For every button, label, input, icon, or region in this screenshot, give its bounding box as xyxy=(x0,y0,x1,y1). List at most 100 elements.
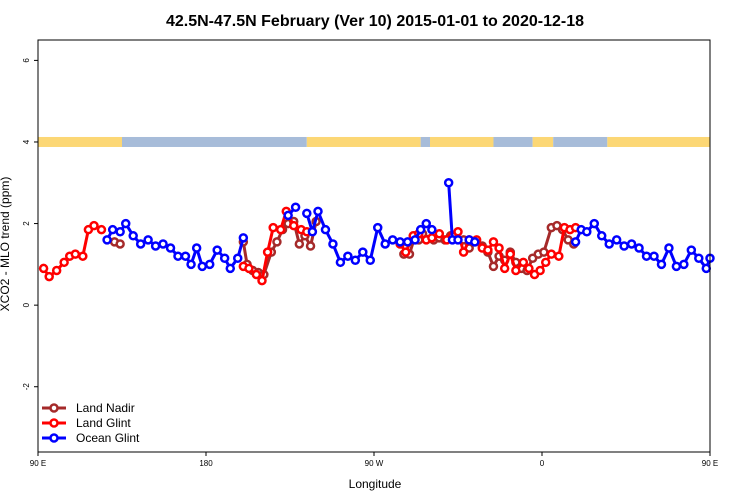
series-ocean-glint xyxy=(102,178,715,274)
strip-segment-ocean-7 xyxy=(553,136,608,147)
point-ocean-glint-5-17 xyxy=(694,253,704,263)
point-land-glint-1-8 xyxy=(288,220,299,231)
point-land-glint-2-9 xyxy=(453,226,463,237)
point-land-glint-2-1 xyxy=(400,247,411,257)
point-ocean-glint-5-8 xyxy=(626,239,637,249)
point-ocean-glint-2-4 xyxy=(328,239,338,249)
point-ocean-glint-5-16 xyxy=(686,245,697,255)
point-ocean-glint-0-1 xyxy=(107,224,118,235)
point-ocean-glint-0-18 xyxy=(225,263,236,274)
point-ocean-glint-4-1 xyxy=(470,237,480,247)
point-land-glint-2-21 xyxy=(524,263,534,274)
point-land-glint-2-25 xyxy=(546,249,557,259)
point-ocean-glint-2-0 xyxy=(302,208,312,219)
legend-item-land-glint: Land Glint xyxy=(42,416,131,430)
point-land-nadir-0-1 xyxy=(115,239,125,249)
point-land-glint-1-3 xyxy=(257,275,267,286)
x-tick-label: 0 xyxy=(540,459,545,468)
point-ocean-glint-0-6 xyxy=(143,235,153,245)
point-ocean-glint-5-18 xyxy=(701,263,712,274)
point-ocean-glint-5-13 xyxy=(664,243,674,253)
point-land-glint-1-4 xyxy=(262,247,273,257)
point-ocean-glint-0-10 xyxy=(173,251,183,261)
point-ocean-glint-2-15 xyxy=(410,235,420,245)
point-ocean-glint-0-12 xyxy=(186,259,196,270)
y-tick-label: 0 xyxy=(22,302,31,307)
point-land-glint-2-18 xyxy=(505,249,516,259)
point-ocean-glint-2-16 xyxy=(415,224,426,235)
point-land-glint-2-20 xyxy=(518,257,529,268)
point-ocean-glint-5-7 xyxy=(619,241,629,251)
point-ocean-glint-0-3 xyxy=(120,218,131,229)
strip-segment-ocean-5 xyxy=(493,136,533,147)
chart-title: 42.5N-47.5N February (Ver 10) 2015-01-01… xyxy=(166,13,584,30)
point-ocean-glint-5-3 xyxy=(589,218,600,229)
point-ocean-glint-0-15 xyxy=(204,259,215,270)
y-axis-label: XCO2 - MLO trend (ppm) xyxy=(0,177,12,312)
point-ocean-glint-2-2 xyxy=(313,206,323,217)
strip-segment-land-4 xyxy=(430,136,494,147)
point-ocean-glint-3-2 xyxy=(453,235,463,245)
point-land-glint-2-24 xyxy=(540,257,551,268)
point-land-glint-2-5 xyxy=(427,233,437,243)
point-ocean-glint-0-13 xyxy=(191,243,202,253)
point-land-glint-0-2 xyxy=(51,265,62,276)
y-tick-label: 2 xyxy=(22,221,31,226)
y-tick-label: -2 xyxy=(22,383,31,391)
strip-segment-land-0 xyxy=(38,136,122,147)
point-ocean-glint-0-0 xyxy=(102,235,112,245)
legend-label-land-nadir: Land Nadir xyxy=(76,401,135,415)
point-land-glint-2-23 xyxy=(535,265,545,276)
point-ocean-glint-1-0 xyxy=(283,210,293,221)
point-land-glint-0-6 xyxy=(78,251,88,261)
strip-segment-land-2 xyxy=(306,136,421,147)
point-land-glint-2-16 xyxy=(494,243,504,253)
strip-segment-land-8 xyxy=(607,136,710,147)
point-ocean-glint-5-4 xyxy=(596,231,607,241)
point-ocean-glint-5-11 xyxy=(649,251,659,261)
point-ocean-glint-0-11 xyxy=(180,251,191,261)
point-ocean-glint-5-5 xyxy=(604,239,614,249)
point-ocean-glint-0-16 xyxy=(212,245,222,255)
x-tick-label: 180 xyxy=(199,459,213,468)
point-ocean-glint-0-19 xyxy=(232,253,243,263)
point-land-glint-1-1 xyxy=(244,263,254,274)
point-land-glint-0-5 xyxy=(70,249,81,259)
point-land-glint-0-8 xyxy=(89,220,99,231)
point-land-glint-2-14 xyxy=(483,245,493,255)
point-ocean-glint-5-6 xyxy=(611,235,622,245)
point-land-glint-0-9 xyxy=(96,224,107,235)
point-ocean-glint-5-10 xyxy=(641,251,652,261)
legend-marker-land-glint xyxy=(49,418,59,428)
point-ocean-glint-5-14 xyxy=(671,261,682,272)
point-land-nadir-2-15 xyxy=(488,261,499,272)
x-tick-label: 90 W xyxy=(365,459,384,468)
series-layer xyxy=(38,178,715,286)
strip-segment-ocean-3 xyxy=(420,136,430,147)
point-ocean-glint-5-0 xyxy=(570,237,581,247)
point-ocean-glint-0-14 xyxy=(197,261,208,272)
point-ocean-glint-5-9 xyxy=(634,243,644,253)
point-land-glint-1-6 xyxy=(275,224,286,235)
point-ocean-glint-0-2 xyxy=(115,226,125,237)
legend-item-ocean-glint: Ocean Glint xyxy=(42,431,140,445)
point-ocean-glint-2-5 xyxy=(335,257,346,268)
point-ocean-glint-0-20 xyxy=(238,233,249,243)
point-ocean-glint-2-14 xyxy=(402,237,413,247)
point-land-glint-2-15 xyxy=(488,237,499,247)
x-axis-label: Longitude xyxy=(349,477,402,491)
legend-label-land-glint: Land Glint xyxy=(76,416,131,430)
point-ocean-glint-1-1 xyxy=(290,202,301,212)
point-ocean-glint-0-4 xyxy=(128,231,138,241)
point-land-glint-0-1 xyxy=(44,271,54,282)
point-land-glint-2-19 xyxy=(511,265,521,276)
strip-segment-land-6 xyxy=(532,136,554,147)
point-ocean-glint-2-6 xyxy=(343,251,353,261)
point-land-glint-2-10 xyxy=(458,247,469,257)
legend-marker-ocean-glint xyxy=(49,433,59,443)
land-ocean-strip xyxy=(38,136,710,147)
point-land-nadir-1-6 xyxy=(272,237,282,247)
legend-label-ocean-glint: Ocean Glint xyxy=(76,431,140,445)
point-ocean-glint-0-17 xyxy=(219,253,230,263)
